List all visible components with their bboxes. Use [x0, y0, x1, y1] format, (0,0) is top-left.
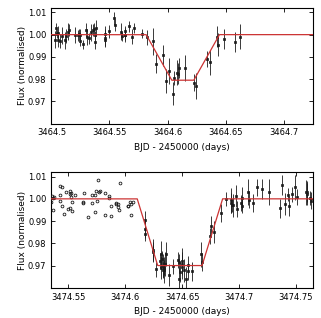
Y-axis label: Flux (normalised): Flux (normalised) [18, 190, 27, 270]
X-axis label: BJD - 2450000 (days): BJD - 2450000 (days) [134, 143, 230, 152]
X-axis label: BJD - 2450000 (days): BJD - 2450000 (days) [134, 307, 230, 316]
Y-axis label: Flux (normalised): Flux (normalised) [18, 26, 27, 105]
